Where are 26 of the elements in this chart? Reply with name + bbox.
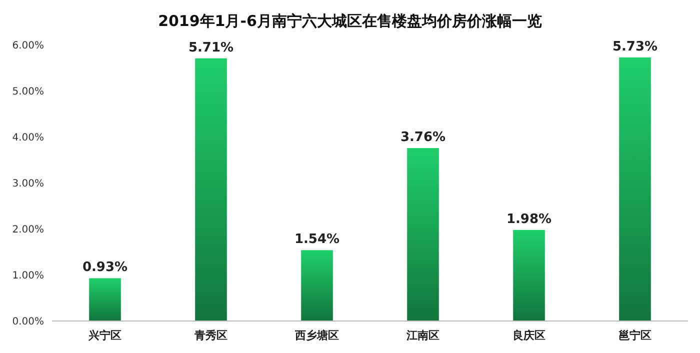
data-label: 1.54% [294,232,340,248]
y-tick-label: 5.00% [12,86,44,98]
data-label: 5.71% [188,40,234,56]
data-label: 5.73% [612,39,658,54]
x-tick-label: 青秀区 [194,329,228,342]
chart-title: 2019年1月-6月南宁六大城区在售楼盘均价房价涨幅一览 [158,12,542,30]
y-tick-label: 1.00% [12,270,44,282]
y-tick-label: 0.00% [12,316,44,328]
y-tick-label: 6.00% [12,40,44,52]
x-tick-label: 良庆区 [512,329,546,342]
x-tick-label: 西乡塘区 [294,329,339,342]
data-label: 0.93% [82,260,128,276]
x-tick-label: 兴宁区 [88,329,122,342]
data-label: 1.98% [506,212,552,227]
bar [619,57,651,321]
bar [301,250,333,321]
bar [89,278,121,321]
y-tick-label: 3.00% [12,178,44,190]
y-tick-label: 4.00% [12,132,44,144]
y-tick-label: 2.00% [12,224,44,236]
data-label: 3.76% [400,130,446,146]
x-tick-label: 江南区 [406,329,440,342]
x-tick-label: 邕宁区 [618,329,652,342]
bar [195,58,227,321]
bar [407,148,439,321]
bar [513,230,545,321]
